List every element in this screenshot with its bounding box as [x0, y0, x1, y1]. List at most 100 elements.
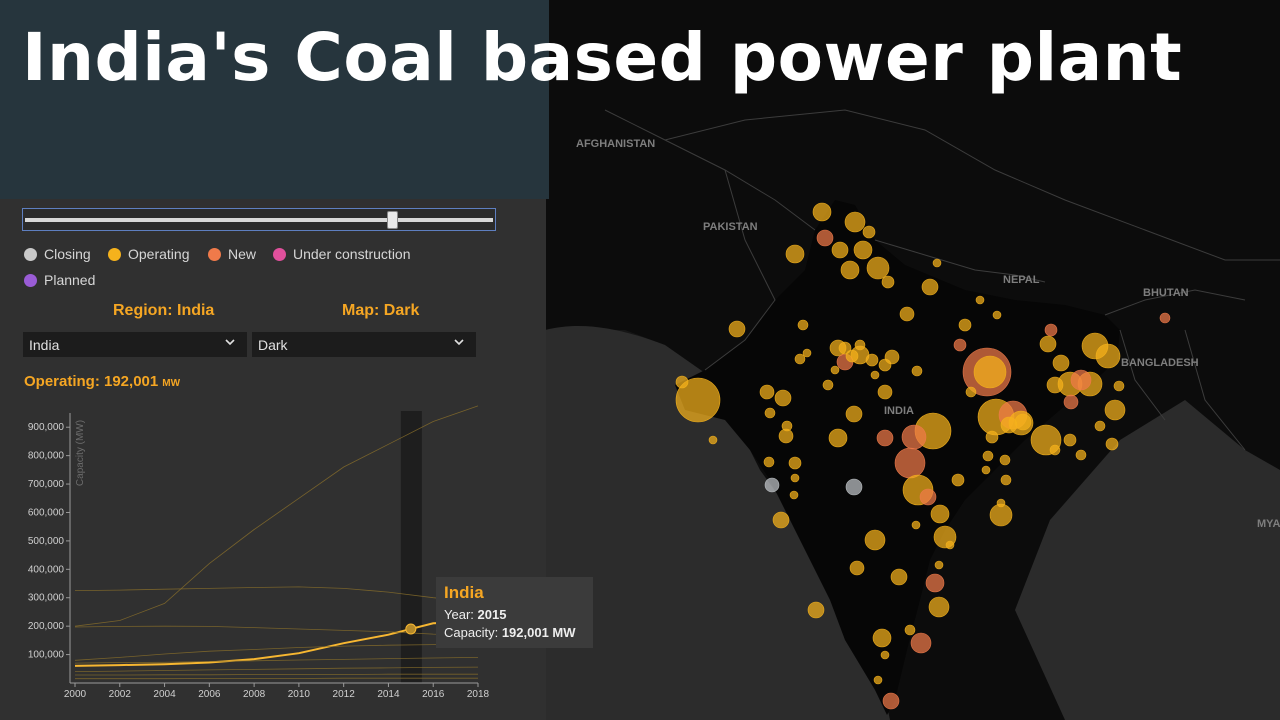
plant-marker[interactable] [911, 520, 921, 530]
plant-marker[interactable] [845, 478, 863, 496]
plant-marker[interactable] [831, 241, 849, 259]
plant-marker[interactable] [1052, 354, 1070, 372]
plant-marker[interactable] [934, 560, 944, 570]
plant-marker[interactable] [884, 349, 900, 365]
capacity-chart[interactable]: 100,000 200,000 300,000 400,000 500,000 600,0… [0, 399, 546, 720]
plant-marker[interactable] [828, 428, 848, 448]
region-select[interactable]: India [23, 332, 247, 357]
plant-marker[interactable] [789, 490, 799, 500]
plant-marker[interactable] [1094, 420, 1106, 432]
plant-marker[interactable] [1104, 399, 1126, 421]
plant-marker[interactable] [910, 632, 932, 654]
plant-map[interactable]: AFGHANISTAN PAKISTAN NEPAL BHUTAN BANGLA… [545, 0, 1280, 720]
plant-marker[interactable] [873, 675, 883, 685]
plant-marker[interactable] [945, 540, 955, 550]
plant-marker[interactable] [872, 628, 892, 648]
plant-marker[interactable] [1063, 433, 1077, 447]
plant-marker[interactable] [1000, 474, 1012, 486]
legend-under-construction[interactable]: Under construction [273, 246, 411, 262]
plant-marker[interactable] [802, 348, 812, 358]
plant-marker[interactable] [830, 365, 840, 375]
plant-marker[interactable] [985, 430, 999, 444]
slider-handle[interactable] [387, 211, 398, 229]
plant-marker[interactable] [882, 692, 900, 710]
plant-marker[interactable] [1075, 449, 1087, 461]
plant-marker[interactable] [675, 377, 721, 423]
plant-marker[interactable] [844, 211, 866, 233]
plant-marker[interactable] [778, 428, 794, 444]
plant-marker[interactable] [930, 504, 950, 524]
plant-marker[interactable] [785, 244, 805, 264]
plant-marker[interactable] [1000, 416, 1018, 434]
plant-marker[interactable] [881, 275, 895, 289]
plant-marker[interactable] [1014, 413, 1032, 431]
plant-marker[interactable] [764, 477, 780, 493]
plant-marker[interactable] [822, 379, 834, 391]
plant-marker[interactable] [854, 339, 866, 351]
legend-operating[interactable]: Operating [108, 246, 189, 262]
plant-marker[interactable] [759, 384, 775, 400]
plant-marker[interactable] [975, 295, 985, 305]
plant-marker[interactable] [880, 650, 890, 660]
plant-marker[interactable] [797, 319, 809, 331]
plant-marker[interactable] [1063, 394, 1079, 410]
plant-marker[interactable] [853, 240, 873, 260]
plant-marker[interactable] [953, 338, 967, 352]
plant-marker[interactable] [1039, 335, 1057, 353]
plant-marker[interactable] [932, 258, 942, 268]
plant-marker[interactable] [862, 225, 876, 239]
plant-marker[interactable] [865, 353, 879, 367]
plant-marker[interactable] [890, 568, 908, 586]
plant-marker[interactable] [965, 386, 977, 398]
plant-marker[interactable] [876, 429, 894, 447]
plant-marker[interactable] [675, 375, 689, 389]
legend-new[interactable]: New [208, 246, 256, 262]
year-slider[interactable] [22, 208, 496, 231]
plant-marker[interactable] [788, 456, 802, 470]
plant-marker[interactable] [901, 424, 927, 450]
plant-marker[interactable] [992, 310, 1002, 320]
plant-marker[interactable] [973, 355, 1007, 389]
plant-marker[interactable] [866, 256, 890, 280]
plant-marker[interactable] [894, 447, 926, 479]
legend-closing[interactable]: Closing [24, 246, 91, 262]
plant-marker[interactable] [1044, 323, 1058, 337]
plant-marker[interactable] [794, 353, 806, 365]
legend-planned[interactable]: Planned [24, 272, 95, 288]
plant-marker[interactable] [728, 320, 746, 338]
plant-marker[interactable] [928, 596, 950, 618]
plant-marker[interactable] [1049, 444, 1061, 456]
plant-marker[interactable] [1105, 437, 1119, 451]
plant-marker[interactable] [840, 260, 860, 280]
plant-marker[interactable] [864, 529, 886, 551]
plant-marker[interactable] [996, 498, 1006, 508]
plant-marker[interactable] [925, 573, 945, 593]
plant-marker[interactable] [899, 306, 915, 322]
plant-marker[interactable] [764, 407, 776, 419]
plant-marker[interactable] [951, 473, 965, 487]
plant-markers[interactable] [675, 202, 1171, 710]
plant-marker[interactable] [1070, 369, 1092, 391]
plant-marker[interactable] [1113, 380, 1125, 392]
plant-marker[interactable] [816, 229, 834, 247]
plant-marker[interactable] [921, 278, 939, 296]
plant-marker[interactable] [877, 384, 893, 400]
plant-marker[interactable] [708, 435, 718, 445]
plant-marker[interactable] [845, 405, 863, 423]
plant-marker[interactable] [812, 202, 832, 222]
plant-marker[interactable] [904, 624, 916, 636]
plant-marker[interactable] [982, 450, 994, 462]
map-style-select[interactable]: Dark [252, 332, 476, 357]
plant-marker[interactable] [1095, 343, 1121, 369]
plant-marker[interactable] [981, 465, 991, 475]
plant-marker[interactable] [870, 370, 880, 380]
plant-marker[interactable] [1159, 312, 1171, 324]
plant-marker[interactable] [763, 456, 775, 468]
plant-marker[interactable] [999, 454, 1011, 466]
plant-marker[interactable] [790, 473, 800, 483]
plant-marker[interactable] [845, 349, 859, 363]
plant-marker[interactable] [958, 318, 972, 332]
plant-marker[interactable] [774, 389, 792, 407]
plant-marker[interactable] [807, 601, 825, 619]
plant-marker[interactable] [772, 511, 790, 529]
